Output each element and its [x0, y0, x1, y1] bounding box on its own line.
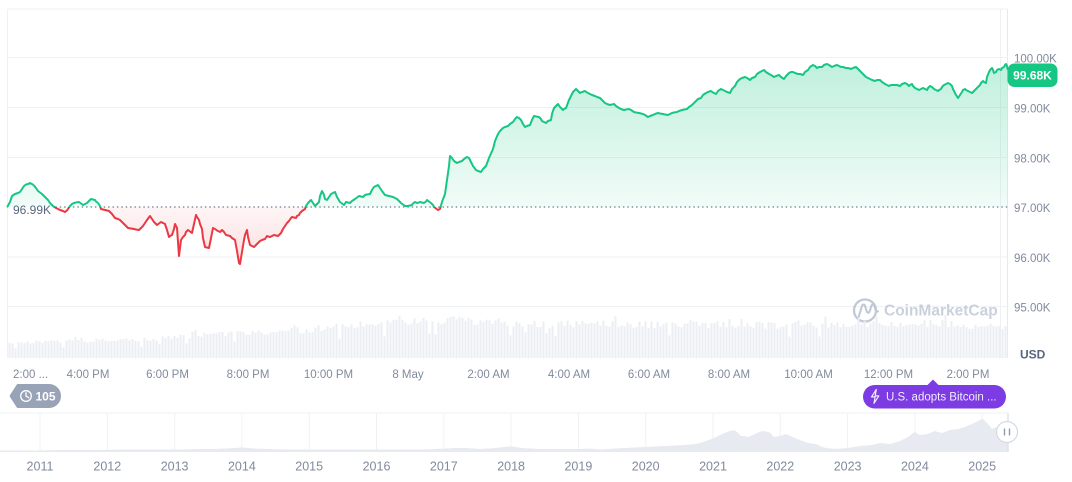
svg-text:8:00 PM: 8:00 PM	[227, 369, 270, 381]
svg-text:99.00K: 99.00K	[1014, 104, 1051, 116]
svg-text:2022: 2022	[766, 460, 794, 474]
svg-text:2014: 2014	[228, 460, 256, 474]
svg-text:6:00 AM: 6:00 AM	[628, 369, 670, 381]
svg-text:2021: 2021	[699, 460, 727, 474]
svg-text:96.00K: 96.00K	[1014, 253, 1051, 265]
svg-text:2017: 2017	[430, 460, 458, 474]
svg-text:96.99K: 96.99K	[13, 203, 51, 217]
svg-text:2018: 2018	[497, 460, 525, 474]
svg-text:10:00 PM: 10:00 PM	[304, 369, 353, 381]
svg-text:105: 105	[36, 390, 56, 404]
svg-text:2024: 2024	[901, 460, 929, 474]
svg-text:10:00 AM: 10:00 AM	[784, 369, 833, 381]
svg-text:2020: 2020	[632, 460, 660, 474]
svg-text:99.68K: 99.68K	[1013, 69, 1052, 83]
svg-text:12:00 PM: 12:00 PM	[864, 369, 913, 381]
svg-text:2012: 2012	[93, 460, 121, 474]
svg-text:100.00K: 100.00K	[1014, 54, 1057, 66]
svg-text:2015: 2015	[295, 460, 323, 474]
svg-text:95.00K: 95.00K	[1014, 303, 1051, 315]
svg-text:8 May: 8 May	[392, 369, 424, 381]
svg-text:98.00K: 98.00K	[1014, 154, 1051, 166]
svg-text:4:00 AM: 4:00 AM	[548, 369, 590, 381]
svg-text:6:00 PM: 6:00 PM	[146, 369, 189, 381]
svg-text:CoinMarketCap: CoinMarketCap	[884, 303, 998, 320]
svg-text:2025: 2025	[968, 460, 996, 474]
svg-text:8:00 AM: 8:00 AM	[708, 369, 750, 381]
svg-text:2:00 PM: 2:00 PM	[947, 369, 990, 381]
svg-text:4:00 PM: 4:00 PM	[67, 369, 110, 381]
svg-text:2:00 AM: 2:00 AM	[467, 369, 509, 381]
svg-text:2:00 ...: 2:00 ...	[13, 369, 48, 381]
svg-text:2013: 2013	[161, 460, 189, 474]
svg-text:2019: 2019	[564, 460, 592, 474]
svg-text:2011: 2011	[27, 460, 54, 474]
svg-text:U.S. adopts Bitcoin ...: U.S. adopts Bitcoin ...	[886, 392, 997, 404]
svg-text:USD: USD	[1020, 348, 1046, 362]
svg-text:2023: 2023	[834, 460, 862, 474]
svg-text:97.00K: 97.00K	[1014, 203, 1051, 215]
svg-text:2016: 2016	[363, 460, 391, 474]
